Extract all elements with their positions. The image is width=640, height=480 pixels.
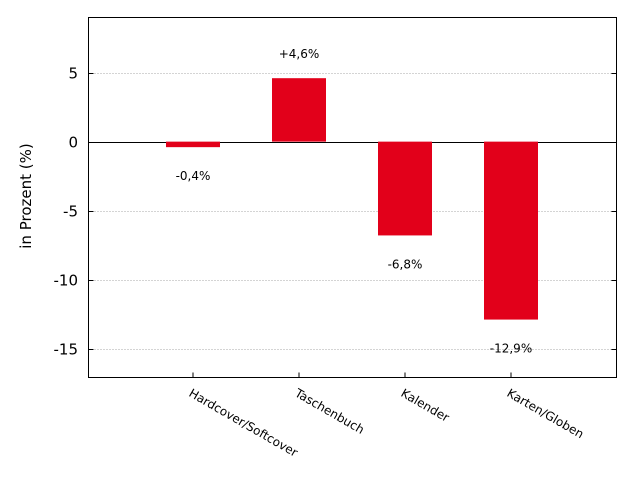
x-tick-label: Taschenbuch: [292, 385, 367, 436]
y-tick-label: -5: [63, 203, 78, 221]
bar: [166, 141, 220, 148]
data-labels: -0,4% +4,6% -6,8% -12,9%: [176, 47, 533, 355]
x-tick-label: Hardcover/Softcover: [187, 386, 301, 460]
y-axis-title: in Prozent (%): [17, 143, 35, 248]
data-label: -12,9%: [490, 342, 532, 356]
data-label: +4,6%: [279, 47, 320, 61]
y-tick-label: -10: [54, 272, 79, 290]
bar: [272, 78, 326, 142]
bar: [378, 141, 432, 236]
x-tick-label: Karten/Globen: [505, 386, 587, 441]
y-tick-label: -15: [54, 341, 79, 359]
y-tick-label: 0: [68, 134, 78, 152]
data-label: -0,4%: [176, 169, 211, 183]
data-label: -6,8%: [388, 257, 423, 271]
y-tick-label: 5: [68, 65, 78, 83]
x-tick-label: Kalender: [399, 386, 452, 425]
bars: [166, 78, 538, 320]
bar: [484, 141, 538, 320]
y-axis-ticks: 5 0 -5 -10 -15: [54, 65, 617, 359]
plot-frame: [88, 17, 617, 378]
